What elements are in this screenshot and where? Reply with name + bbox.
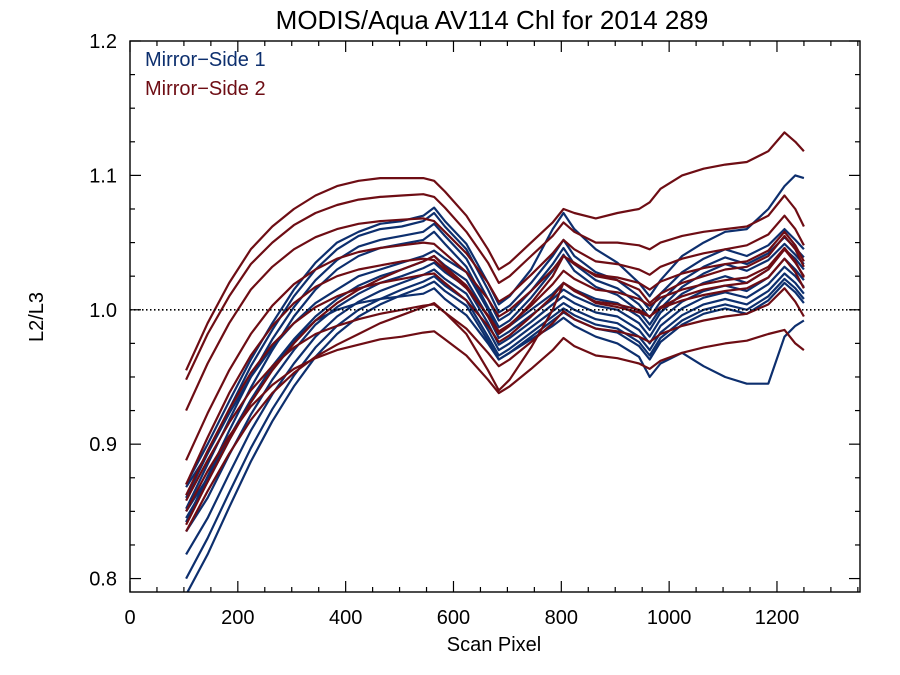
y-tick-label: 1.0 <box>89 300 117 322</box>
series-line-mirror-side-1 <box>185 211 805 499</box>
ticks-layer <box>129 40 860 592</box>
x-tick-label: 400 <box>329 607 362 629</box>
x-tick-label: 200 <box>221 607 254 629</box>
y-tick-label: 0.9 <box>89 434 117 456</box>
series-line-mirror-side-1 <box>185 174 805 486</box>
chart-title: MODIS/Aqua AV114 Chl for 2014 289 <box>276 5 709 35</box>
x-tick-labels: 0 200 400 600 800 1000 1200 <box>124 607 799 629</box>
series-line-mirror-side-1 <box>185 268 805 555</box>
legend-item-mirror-side-2: Mirror−Side 2 <box>145 78 266 100</box>
x-axis-title: Scan Pixel <box>447 634 542 656</box>
series-line-mirror-side-2 <box>185 230 805 461</box>
series-line-mirror-side-1 <box>185 275 805 580</box>
series-layer <box>185 131 805 592</box>
y-tick-label: 1.1 <box>89 165 117 187</box>
series-line-mirror-side-1 <box>185 261 805 533</box>
y-tick-label: 0.8 <box>89 569 117 591</box>
x-tick-label: 800 <box>545 607 578 629</box>
plot-frame <box>129 40 861 593</box>
y-tick-label: 1.2 <box>89 31 117 53</box>
series-line-mirror-side-1 <box>185 230 805 523</box>
y-tick-labels: 0.8 0.9 1.0 1.1 1.2 <box>89 31 117 591</box>
series-line-mirror-side-2 <box>185 257 805 496</box>
series-line-mirror-side-1 <box>185 248 805 488</box>
x-tick-label: 1000 <box>647 607 692 629</box>
series-line-mirror-side-2 <box>185 193 805 381</box>
x-tick-label: 600 <box>437 607 470 629</box>
series-line-mirror-side-2 <box>185 248 805 533</box>
series-line-mirror-side-2 <box>185 131 805 371</box>
series-line-mirror-side-2 <box>185 287 805 502</box>
x-tick-label: 1200 <box>755 607 800 629</box>
y-axis-title: L2/L3 <box>26 292 48 342</box>
series-line-mirror-side-2 <box>185 246 805 485</box>
series-line-mirror-side-2 <box>185 214 805 412</box>
legend: Mirror−Side 1 Mirror−Side 2 <box>145 49 266 100</box>
series-line-mirror-side-1 <box>185 222 805 510</box>
x-tick-label: 0 <box>124 607 135 629</box>
legend-item-mirror-side-1: Mirror−Side 1 <box>145 49 266 71</box>
series-line-mirror-side-2 <box>185 234 805 526</box>
